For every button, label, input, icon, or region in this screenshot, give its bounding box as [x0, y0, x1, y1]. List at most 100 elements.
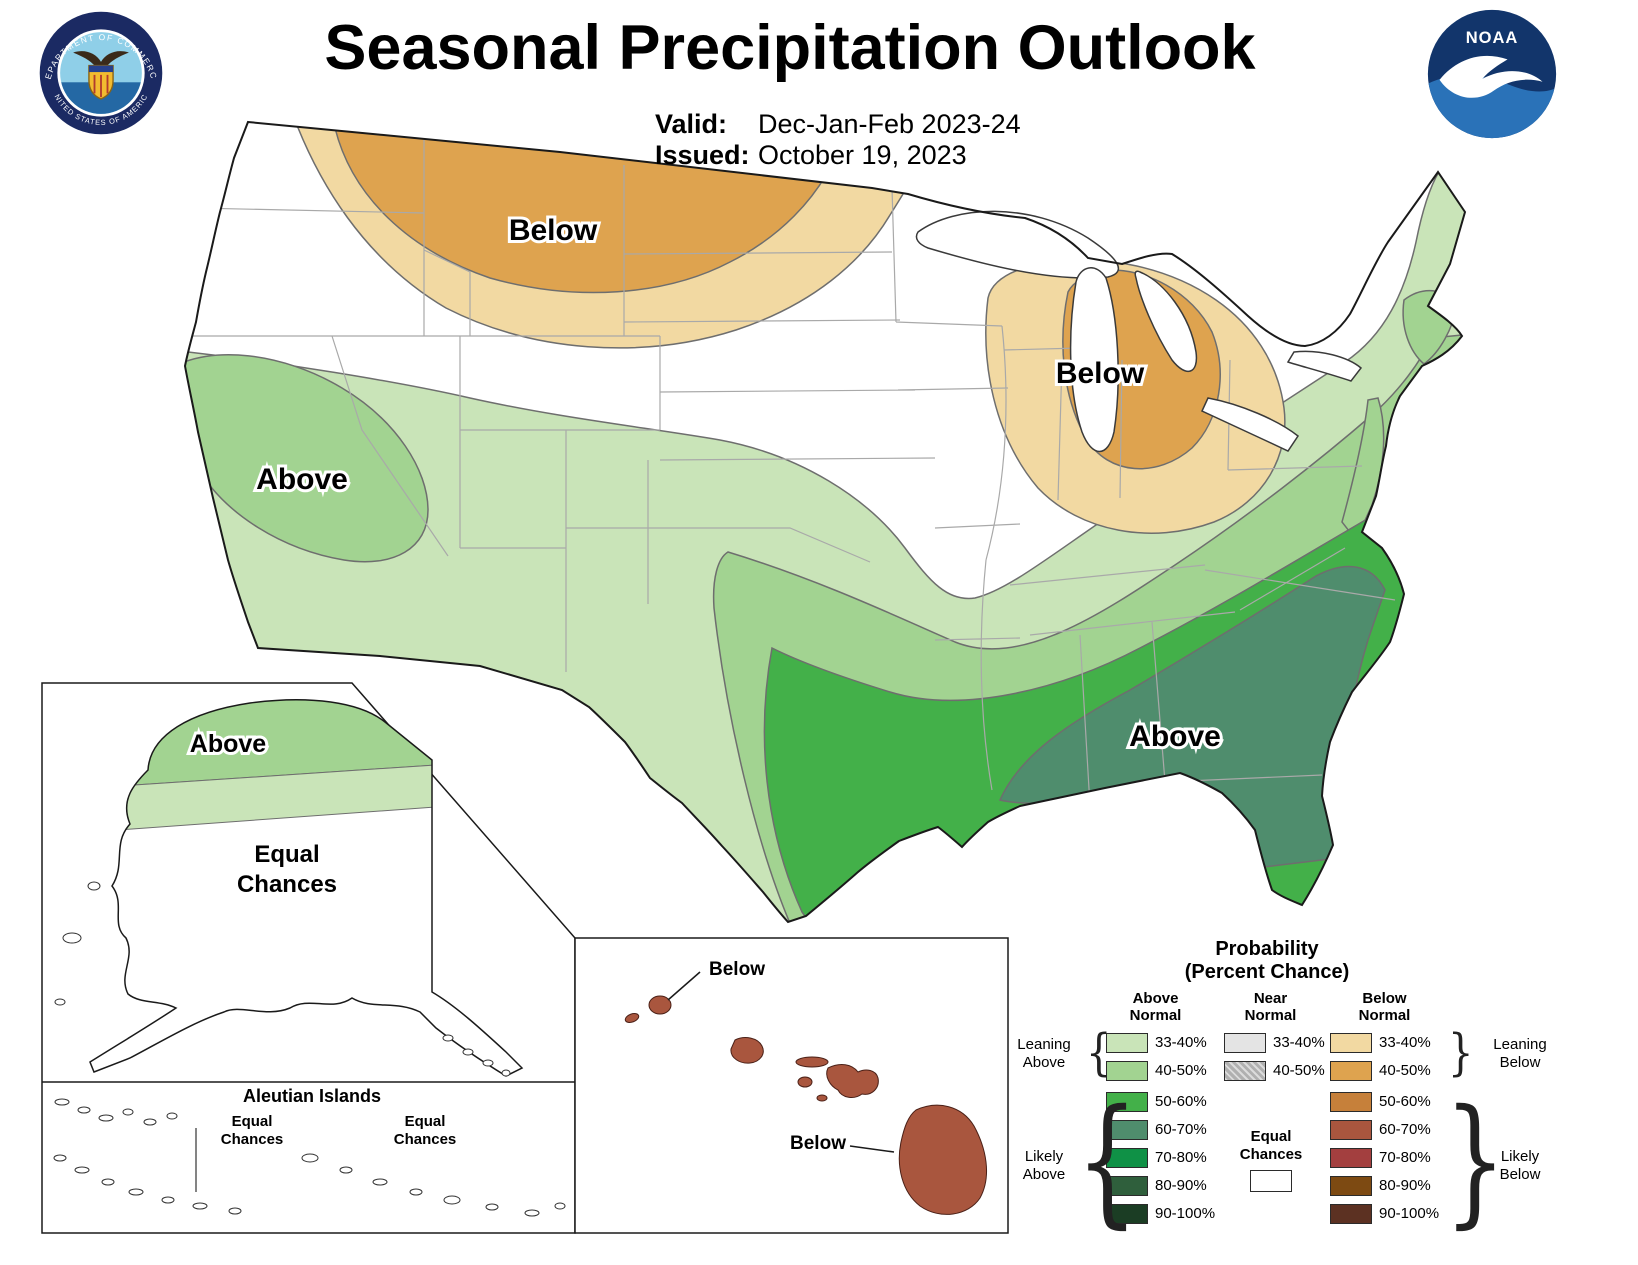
legend-row: 80-90%: [1330, 1175, 1439, 1196]
legend-label: 33-40%: [1379, 1034, 1431, 1051]
leaning-above-line1: Leaning: [1017, 1036, 1071, 1053]
leaning-below-line1: Leaning: [1493, 1036, 1547, 1053]
legend-swatch: [1106, 1175, 1148, 1196]
brace-likely-above: {: [1076, 1080, 1139, 1243]
legend-row: 33-40%: [1106, 1032, 1215, 1053]
issued-row: Issued: October 19, 2023: [655, 140, 1021, 171]
legend-row: 90-100%: [1106, 1203, 1215, 1224]
legend-row: 60-70%: [1106, 1119, 1215, 1140]
legend-swatch: [1106, 1147, 1148, 1168]
near-header-line2: Normal: [1244, 1007, 1297, 1024]
island-molokai: [795, 1056, 829, 1068]
label-below-michigan: Below: [1056, 357, 1145, 390]
legend-swatch: [1106, 1060, 1148, 1081]
hawaii-inset: Below Below: [574, 937, 1009, 1234]
legend-label: 33-40%: [1273, 1034, 1325, 1051]
legend-label: 50-60%: [1379, 1093, 1431, 1110]
likely-above-line2: Above: [1022, 1166, 1066, 1183]
legend-row: 80-90%: [1106, 1175, 1215, 1196]
label-alaska-equal-2: Chances: [237, 871, 337, 898]
legend-equal-chances: Equal Chances: [1214, 1128, 1328, 1192]
lake-erie: [1201, 397, 1300, 452]
lake-ontario: [1286, 350, 1363, 382]
legend-row: 70-80%: [1330, 1147, 1439, 1168]
island-niihau: [624, 1013, 640, 1023]
brace-leaning-above: {: [1086, 1024, 1112, 1082]
hawaii-islands: [624, 995, 987, 1215]
legend-row: 40-50%: [1224, 1060, 1325, 1081]
legend-title-line2: (Percent Chance): [1184, 961, 1350, 983]
alaska-islands: [54, 881, 511, 1077]
legend-swatch: [1330, 1147, 1372, 1168]
label-aleutian-right-2: Chances: [394, 1131, 457, 1148]
below-header-line1: Below: [1362, 990, 1407, 1007]
legend-label: 50-60%: [1155, 1093, 1207, 1110]
valid-value: Dec-Jan-Feb 2023-24: [758, 109, 1021, 139]
legend-swatch: [1106, 1091, 1148, 1112]
legend-title-line1: Probability: [1215, 938, 1319, 960]
issue-info: Valid: Dec-Jan-Feb 2023-24 Issued: October…: [655, 109, 1021, 171]
seal-shield-stripes: [93, 74, 109, 98]
lake-superior: [915, 210, 1120, 279]
noaa-text: NOAA: [1466, 29, 1518, 47]
legend-row: 60-70%: [1330, 1119, 1439, 1140]
label-alaska-above: Above: [190, 730, 267, 758]
legend-swatch: [1106, 1203, 1148, 1224]
region-above-40-mid-atlantic: [1341, 397, 1385, 542]
alaska-inset: Above Equal Chances Aleutian Islands Equ…: [41, 682, 576, 1234]
issued-value: October 19, 2023: [758, 140, 967, 170]
legend-header-above-normal: Above Normal: [1098, 990, 1213, 1024]
legend-leaning-below: Leaning Below: [1478, 1036, 1562, 1072]
legend: Probability (Percent Chance) Above Norma…: [1002, 936, 1636, 1258]
legend-label: 90-100%: [1155, 1205, 1216, 1222]
legend-label: 33-40%: [1155, 1034, 1207, 1051]
legend-label: 90-100%: [1379, 1205, 1440, 1222]
legend-row: 40-50%: [1330, 1060, 1439, 1081]
likely-below-line2: Below: [1499, 1166, 1541, 1183]
leaning-below-line2: Below: [1499, 1054, 1541, 1071]
legend-row: 40-50%: [1106, 1060, 1215, 1081]
legend-likely-above: Likely Above: [1002, 1148, 1086, 1184]
legend-likely-below: Likely Below: [1478, 1148, 1562, 1184]
label-hawaii-big-island: Below: [790, 1133, 846, 1154]
legend-header-near-normal: Near Normal: [1218, 990, 1323, 1024]
label-alaska-equal-1: Equal: [254, 841, 319, 868]
legend-row: 33-40%: [1330, 1032, 1439, 1053]
brace-likely-below: }: [1444, 1080, 1507, 1243]
legend-swatch: [1224, 1032, 1266, 1053]
legend-column-above: 33-40% 40-50% 50-60% 60-70% 70-80% 80-90…: [1106, 1032, 1215, 1231]
label-aleutian-right-1: Equal: [405, 1113, 446, 1130]
equal-chances-swatch: [1250, 1170, 1292, 1192]
valid-row: Valid: Dec-Jan-Feb 2023-24: [655, 109, 1021, 140]
near-header-line1: Near: [1253, 990, 1288, 1007]
legend-label: 80-90%: [1155, 1177, 1207, 1194]
legend-title: Probability (Percent Chance): [1117, 938, 1417, 984]
legend-row: 33-40%: [1224, 1032, 1325, 1053]
legend-swatch: [1106, 1032, 1148, 1053]
issued-label: Issued:: [655, 140, 750, 170]
legend-swatch: [1106, 1119, 1148, 1140]
valid-label: Valid:: [655, 109, 728, 139]
label-above-west: Above: [256, 463, 348, 496]
legend-swatch: [1330, 1119, 1372, 1140]
likely-above-line1: Likely: [1024, 1148, 1064, 1165]
legend-label: 80-90%: [1379, 1177, 1431, 1194]
below-header-line2: Normal: [1358, 1007, 1411, 1024]
legend-swatch: [1330, 1060, 1372, 1081]
legend-label: 40-50%: [1155, 1062, 1207, 1079]
brace-leaning-below: }: [1448, 1024, 1474, 1082]
legend-leaning-above: Leaning Above: [1002, 1036, 1086, 1072]
legend-row: 50-60%: [1106, 1091, 1215, 1112]
legend-column-below: 33-40% 40-50% 50-60% 60-70% 70-80% 80-90…: [1330, 1032, 1439, 1231]
great-lakes: [915, 210, 1363, 453]
page-title: Seasonal Precipitation Outlook: [324, 13, 1256, 83]
island-lanai: [797, 1076, 813, 1088]
legend-label: 70-80%: [1155, 1149, 1207, 1166]
doc-seal-logo: DEPARTMENT OF COMMERCE UNITED STATES OF …: [39, 11, 163, 135]
likely-below-line1: Likely: [1500, 1148, 1540, 1165]
equal-chances-line2: Chances: [1239, 1146, 1303, 1163]
legend-swatch: [1330, 1091, 1372, 1112]
label-aleutian-left-2: Chances: [221, 1131, 284, 1148]
